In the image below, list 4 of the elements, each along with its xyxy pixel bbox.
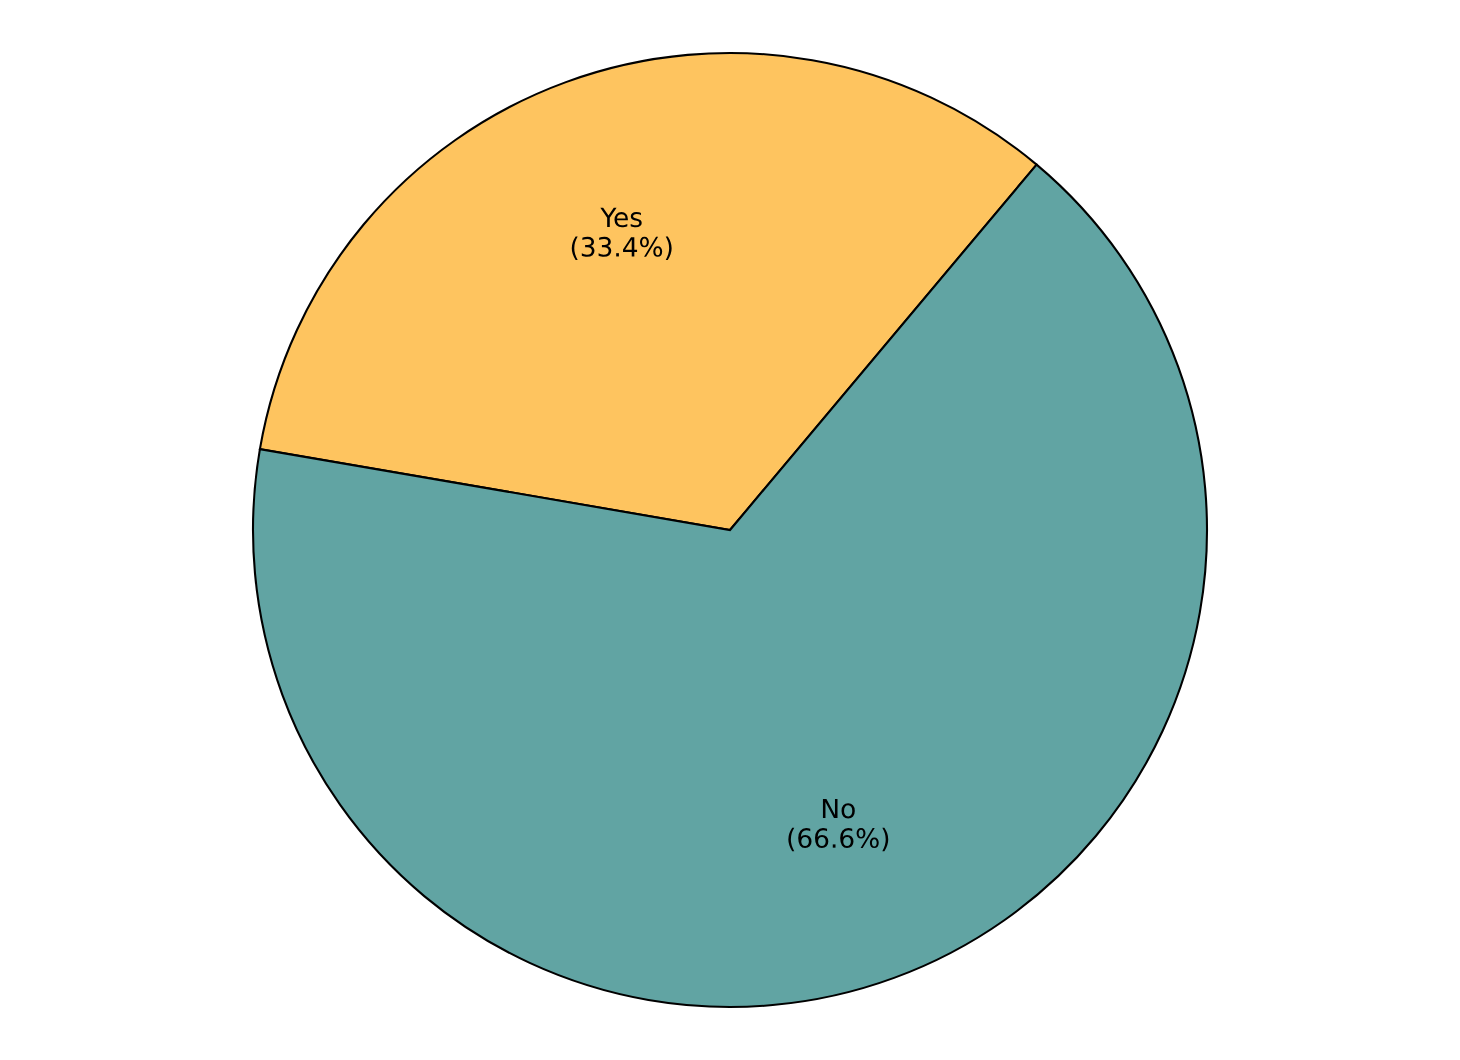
data-label: (66.6%) [788, 827, 889, 852]
slice-label: No [822, 798, 855, 819]
data-label: (33.4%) [571, 236, 672, 260]
slice-label: Yes [600, 207, 642, 228]
